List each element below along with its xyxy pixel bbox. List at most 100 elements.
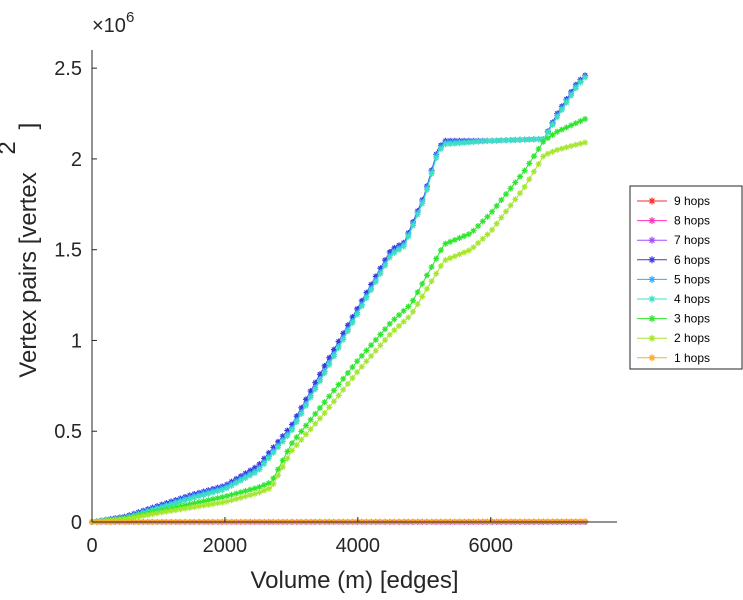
y-axis-label-suffix: ] [15, 123, 42, 130]
legend-marker [648, 236, 656, 244]
data-point [428, 170, 435, 177]
data-point [349, 319, 356, 326]
data-point [205, 501, 212, 508]
data-point [335, 392, 342, 399]
data-point [335, 381, 342, 388]
y-axis-label: Vertex pairs [vertex 2 ] [0, 123, 42, 378]
data-point [563, 99, 570, 106]
data-point [479, 235, 486, 242]
data-point [340, 336, 347, 343]
data-point [358, 352, 365, 359]
data-point [568, 143, 575, 150]
data-point [530, 168, 537, 175]
data-point [530, 153, 537, 160]
data-point [191, 500, 198, 507]
data-point [289, 427, 296, 434]
data-point [168, 507, 175, 514]
data-point [540, 138, 547, 145]
data-point [354, 358, 361, 365]
data-point [558, 145, 565, 152]
series-line [91, 76, 586, 523]
data-point [498, 214, 505, 221]
x-ticks: 0 2000 4000 6000 [86, 517, 513, 557]
data-point [265, 485, 272, 492]
data-point [507, 202, 514, 209]
data-point [316, 371, 323, 378]
legend-label: 1 hops [674, 351, 710, 365]
data-point [256, 483, 263, 490]
data-point [307, 426, 314, 433]
data-point [456, 234, 463, 241]
data-point [493, 137, 500, 144]
data-point [535, 518, 542, 525]
data-point [428, 278, 435, 285]
data-point [554, 114, 561, 121]
data-point [247, 486, 254, 493]
series-4-hops [89, 74, 589, 525]
y-tick-label: 1 [71, 330, 82, 352]
data-point [340, 375, 347, 382]
data-point [484, 138, 491, 145]
series-2-hops [89, 139, 589, 525]
data-point [340, 386, 347, 393]
data-point [195, 503, 202, 510]
data-point [205, 490, 212, 497]
data-point [186, 504, 193, 511]
data-point [442, 257, 449, 264]
data-point [372, 347, 379, 354]
data-point [242, 475, 249, 482]
data-point [219, 487, 226, 494]
data-point [414, 289, 421, 296]
data-point [275, 472, 282, 479]
data-point [130, 514, 137, 521]
data-point [465, 518, 472, 525]
data-point [470, 244, 477, 251]
x-tick-label: 2000 [203, 535, 248, 557]
data-point [540, 518, 547, 525]
data-point [265, 455, 272, 462]
data-point [326, 361, 333, 368]
legend-label: 3 hops [674, 312, 710, 326]
data-point [498, 197, 505, 204]
data-point [563, 144, 570, 151]
data-point [382, 326, 389, 333]
data-point [275, 466, 282, 473]
data-point [540, 153, 547, 160]
data-point [191, 504, 198, 511]
x-axis-label: Volume (m) [edges] [250, 567, 458, 594]
legend-label: 9 hops [674, 194, 710, 208]
data-point [396, 322, 403, 329]
data-point [400, 318, 407, 325]
data-point [572, 120, 579, 127]
data-point [544, 135, 551, 142]
legend-marker [648, 256, 656, 264]
data-point [195, 493, 202, 500]
data-point [377, 270, 384, 277]
data-point [558, 126, 565, 133]
data-point [409, 308, 416, 315]
data-point [302, 431, 309, 438]
data-point [237, 489, 244, 496]
data-point [316, 378, 323, 385]
data-point [330, 398, 337, 405]
data-point [135, 513, 142, 520]
data-point [386, 331, 393, 338]
legend-marker [648, 295, 656, 303]
data-point [386, 320, 393, 327]
data-point [233, 495, 240, 502]
legend-label: 2 hops [674, 331, 710, 345]
data-point [437, 263, 444, 270]
data-point [577, 118, 584, 125]
data-point [209, 489, 216, 496]
data-point [247, 472, 254, 479]
data-point [344, 328, 351, 335]
data-point [368, 353, 375, 360]
data-point [312, 410, 319, 417]
data-point [330, 353, 337, 360]
series-layer [89, 72, 589, 525]
series-line [91, 142, 586, 523]
data-point [396, 312, 403, 319]
data-point [223, 498, 230, 505]
data-point [307, 394, 314, 401]
data-point [275, 444, 282, 451]
